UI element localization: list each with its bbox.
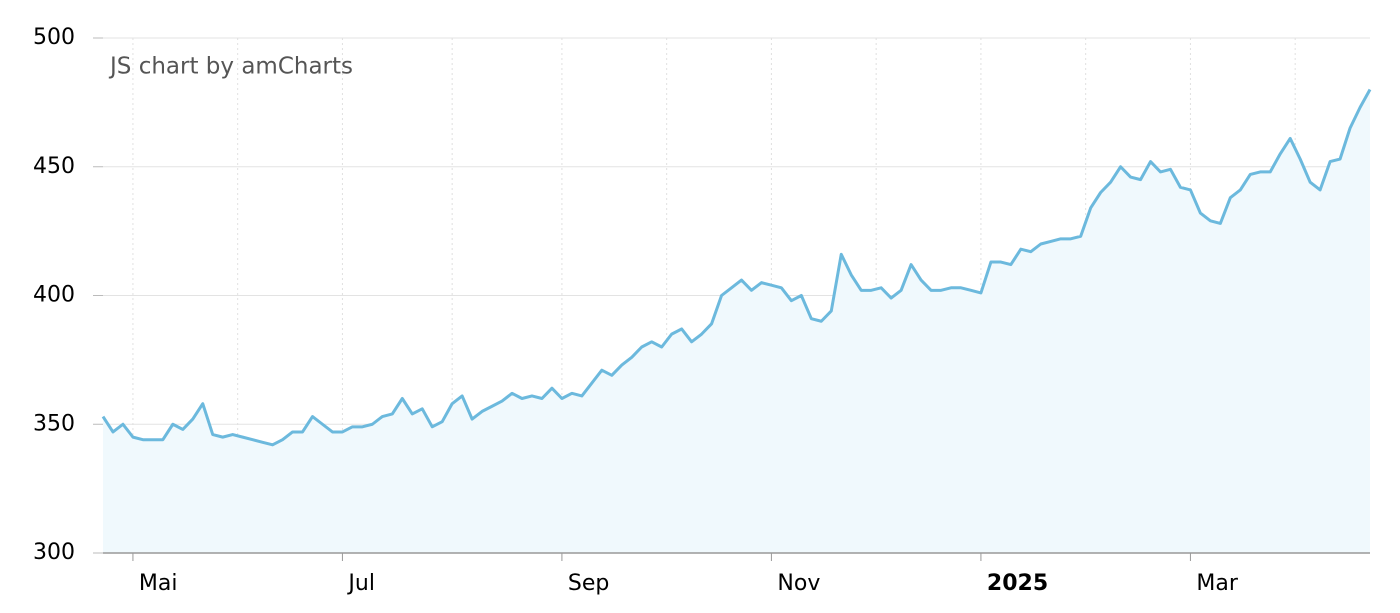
credit: JS chart by amCharts bbox=[108, 54, 353, 80]
x-tick-label: Nov bbox=[777, 571, 820, 596]
x-tick-label: 2025 bbox=[987, 571, 1048, 596]
x-tick-label: Mai bbox=[139, 571, 178, 596]
x-tick-label: Sep bbox=[568, 571, 609, 596]
area-fill bbox=[103, 89, 1370, 553]
x-tick-label: Jul bbox=[346, 571, 375, 596]
y-tick-label: 500 bbox=[33, 25, 75, 50]
y-tick-label: 300 bbox=[33, 540, 75, 565]
y-tick-label: 350 bbox=[33, 411, 75, 436]
y-tick-label: 400 bbox=[33, 283, 75, 308]
line bbox=[101, 88, 1372, 447]
x-tick-label: Mar bbox=[1196, 571, 1238, 596]
y-tick-label: 450 bbox=[33, 154, 75, 179]
